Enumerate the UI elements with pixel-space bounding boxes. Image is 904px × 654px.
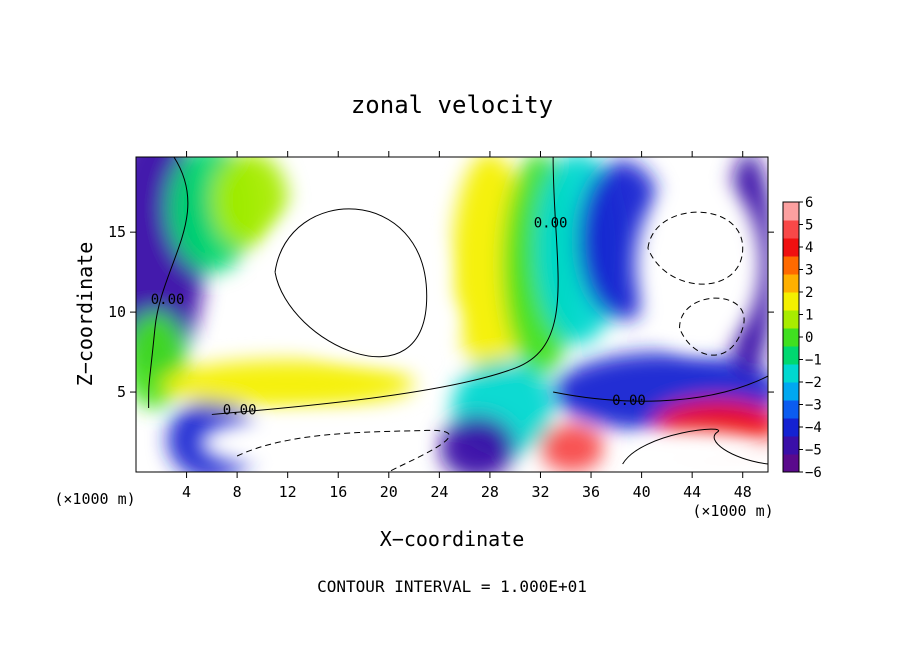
x-tick-label: 44 [683,483,701,501]
colorbar-labels: 6 5 4 3 2 1 0 −1 −2 −3 −4 −5 −6 [805,195,822,481]
colorbar-swatch [783,292,799,311]
field-cell [211,157,288,249]
contour-line [622,428,768,465]
colorbar-label: 0 [805,330,813,346]
colorbar-label: −4 [805,420,822,436]
x-axis-label: X−coordinate [380,527,525,551]
plot-frame [135,156,769,473]
x-tick-label: 28 [481,483,499,501]
x-tick-label: 48 [734,483,752,501]
contour-line [553,375,768,402]
x-unit-right: (×1000 m) [692,502,773,520]
contour-line [148,157,189,409]
colorbar-label: −2 [805,375,822,391]
colorbar-label: 2 [805,285,813,301]
zero-region [635,176,762,353]
colorbar-label: −6 [805,465,822,481]
x-tick-label: 32 [531,483,549,501]
y-tick-label: 15 [108,223,126,241]
colorbar-swatch [783,436,799,455]
contour-label: 0.00 [223,402,257,418]
colorbar-label: 5 [805,218,813,234]
colorbar-swatch [783,256,799,275]
x-tick-label: 24 [430,483,448,501]
colorbar [782,201,803,473]
colorbar-swatch [783,220,799,239]
colorbar-swatch [783,382,799,401]
colorbar-label: 3 [805,263,813,279]
colorbar-swatch [783,202,799,221]
chart-title: zonal velocity [351,91,553,119]
contour-interval-note: CONTOUR INTERVAL = 1.000E+01 [317,577,587,596]
colorbar-swatch [783,310,799,329]
y-axis-label: Z−coordinate [73,242,97,387]
contour-label: 0.00 [151,292,185,308]
colorbar-swatch [783,346,799,365]
contour-labels: 0.00 0.00 0.00 0.00 [151,215,646,418]
x-axis-ticks: 4 8 12 16 20 24 28 32 36 40 44 48 [182,151,752,501]
colorbar-label: −3 [805,398,822,414]
field-cell [439,416,516,472]
x-tick-label: 36 [582,483,600,501]
colorbar-swatch [783,418,799,437]
colorbar-label: 6 [805,195,813,211]
zero-region [294,280,459,361]
y-tick-label: 5 [117,383,126,401]
colorbar-label: 1 [805,308,813,324]
y-axis-ticks: 5 10 15 [108,223,774,401]
colorbar-label: 4 [805,240,813,256]
colorbar-swatch [783,400,799,419]
x-unit-left: (×1000 m) [54,490,135,508]
x-tick-label: 16 [329,483,347,501]
contour-label: 0.00 [534,215,568,231]
colorbar-swatch [783,454,799,473]
colorbar-swatch [783,364,799,383]
zero-region [199,414,427,472]
field-cell [161,360,415,409]
x-tick-label: 20 [380,483,398,501]
field-cell [540,424,604,472]
x-tick-label: 12 [279,483,297,501]
y-tick-label: 10 [108,303,126,321]
colorbar-label: −1 [805,353,822,369]
x-tick-label: 40 [633,483,651,501]
contour-lines [148,157,768,472]
colorbar-label: −5 [805,443,822,459]
contour-line [236,429,450,472]
contour-line [211,157,559,415]
colorbar-swatch [783,238,799,257]
colorbar-swatch [783,328,799,347]
x-tick-label: 8 [233,483,242,501]
zero-region [616,430,768,472]
plot-area: 0.00 0.00 0.00 0.00 [135,156,769,473]
colorbar-swatch [783,274,799,293]
contour-label: 0.00 [612,393,646,409]
contour-line [647,211,744,285]
contour-line [274,208,428,358]
x-tick-label: 4 [182,483,191,501]
contour-line [679,297,745,356]
